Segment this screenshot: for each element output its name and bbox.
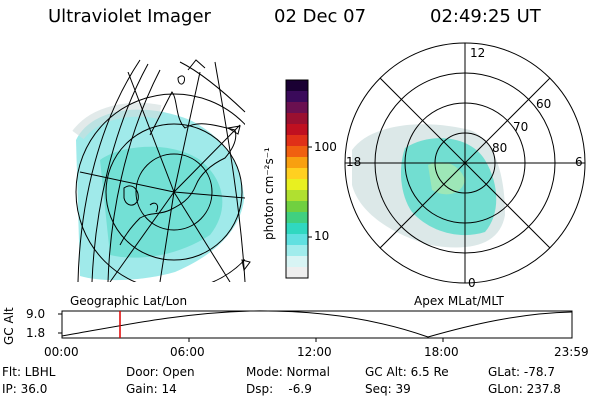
colorbar-swatch [286,102,308,114]
status-glat: GLat: -78.7 [488,365,555,379]
lat-label-80: 80 [492,141,508,155]
colorbar-swatch [286,135,308,147]
altitude-curve [61,310,573,338]
colorbar-tick-100: 100 [314,140,337,154]
time-tick-1800: 18:00 [424,345,459,359]
mlt-label-18: 18 [346,155,362,169]
colorbar-swatch [286,267,308,279]
colorbar-swatch [286,179,308,191]
colorbar [286,80,308,279]
date-label: 02 Dec 07 [274,6,367,27]
colorbar-swatch [286,245,308,257]
colorbar-swatch [286,223,308,235]
colorbar-swatch [286,91,308,103]
altitude-ylabel: GC Alt [2,307,16,345]
colorbar-swatch [286,80,308,92]
colorbar-swatch [286,234,308,246]
time-tick-2359: 23:59 [554,345,589,359]
mlt-label-6: 6 [575,155,583,169]
colorbar-swatch [286,157,308,169]
status-glon: GLon: 237.8 [488,382,561,396]
altitude-ytick-high: 9.0 [26,307,46,321]
status-gain: Gain: 14 [126,382,177,396]
colorbar-swatch [286,256,308,268]
colorbar-swatch [286,201,308,213]
time-label: 02:49:25 UT [430,6,541,27]
status-dsp: Dsp: -6.9 [246,382,312,396]
colorbar-label: photon cm⁻²s⁻¹ [262,147,276,240]
polar-plot [344,42,586,284]
colorbar-swatch [286,124,308,136]
geo-map [72,59,251,283]
time-tick-0000: 00:00 [44,345,79,359]
colorbar-swatch [286,190,308,202]
colorbar-swatch [286,168,308,180]
status-gc-alt: GC Alt: 6.5 Re [365,365,449,379]
mlt-label-0: 0 [468,276,476,290]
time-tick-1200: 12:00 [297,345,332,359]
status-seq: Seq: 39 [365,382,411,396]
lat-label-60: 60 [536,97,552,111]
lat-label-70: 70 [513,120,529,134]
status-mode: Mode: Normal [246,365,330,379]
geo-map-label: Geographic Lat/Lon [70,294,188,308]
status-door: Door: Open [126,365,195,379]
time-tick-0600: 06:00 [170,345,205,359]
altitude-ytick-low: 1.8 [26,326,46,340]
instrument-title: Ultraviolet Imager [48,6,211,27]
status-ip: IP: 36.0 [2,382,48,396]
colorbar-tick-10: 10 [314,229,330,243]
colorbar-swatch [286,212,308,224]
altitude-strip [58,310,573,342]
polar-plot-label: Apex MLat/MLT [414,294,504,308]
mlt-label-12: 12 [470,46,486,60]
colorbar-swatch [286,146,308,158]
colorbar-swatch [286,113,308,125]
status-filter: Flt: LBHL [2,365,56,379]
